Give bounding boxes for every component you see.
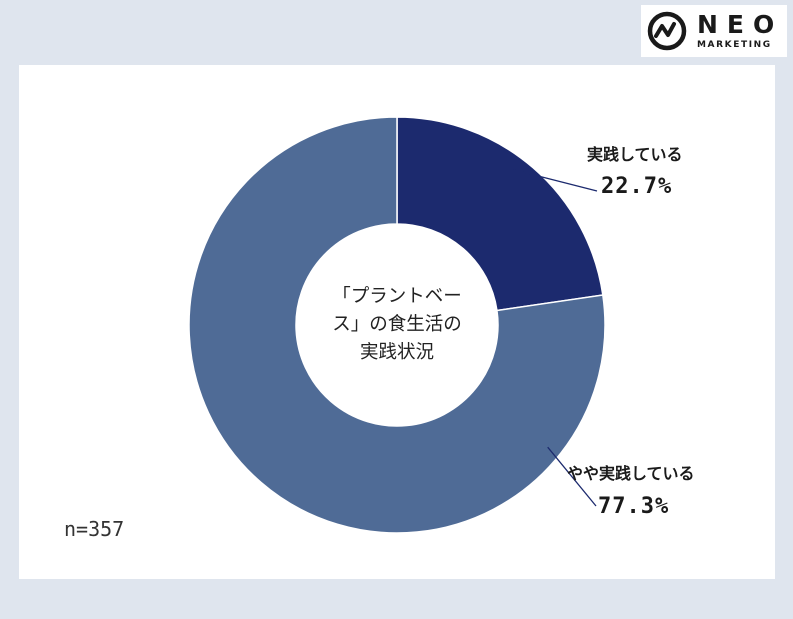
slice-label-practicing: 実践している — [587, 145, 683, 164]
logo-mark-icon — [647, 11, 687, 51]
donut-slice-1 — [188, 116, 606, 534]
leader-line-0 — [512, 168, 598, 192]
logo-subtitle: MARKETING — [697, 40, 772, 50]
sample-size: n=357 — [64, 517, 125, 541]
leader-line-1 — [547, 446, 597, 507]
neo-marketing-logo: NEO MARKETING — [641, 5, 787, 57]
slice-label-somewhat-practicing: やや実践している — [567, 464, 695, 483]
chart-title-line-1: 「プラントベー — [332, 286, 462, 307]
slice-value-practicing: 22.7% — [601, 174, 673, 199]
slice-value-somewhat-practicing: 77.3% — [598, 494, 670, 519]
chart-title: 「プラントベー ス」の食生活の 実践状況 — [300, 283, 494, 367]
chart-title-line-3: 実践状況 — [359, 342, 434, 363]
chart-title-line-2: ス」の食生活の — [332, 314, 462, 335]
logo-name: NEO — [697, 10, 784, 39]
donut-slice-0 — [396, 116, 604, 312]
